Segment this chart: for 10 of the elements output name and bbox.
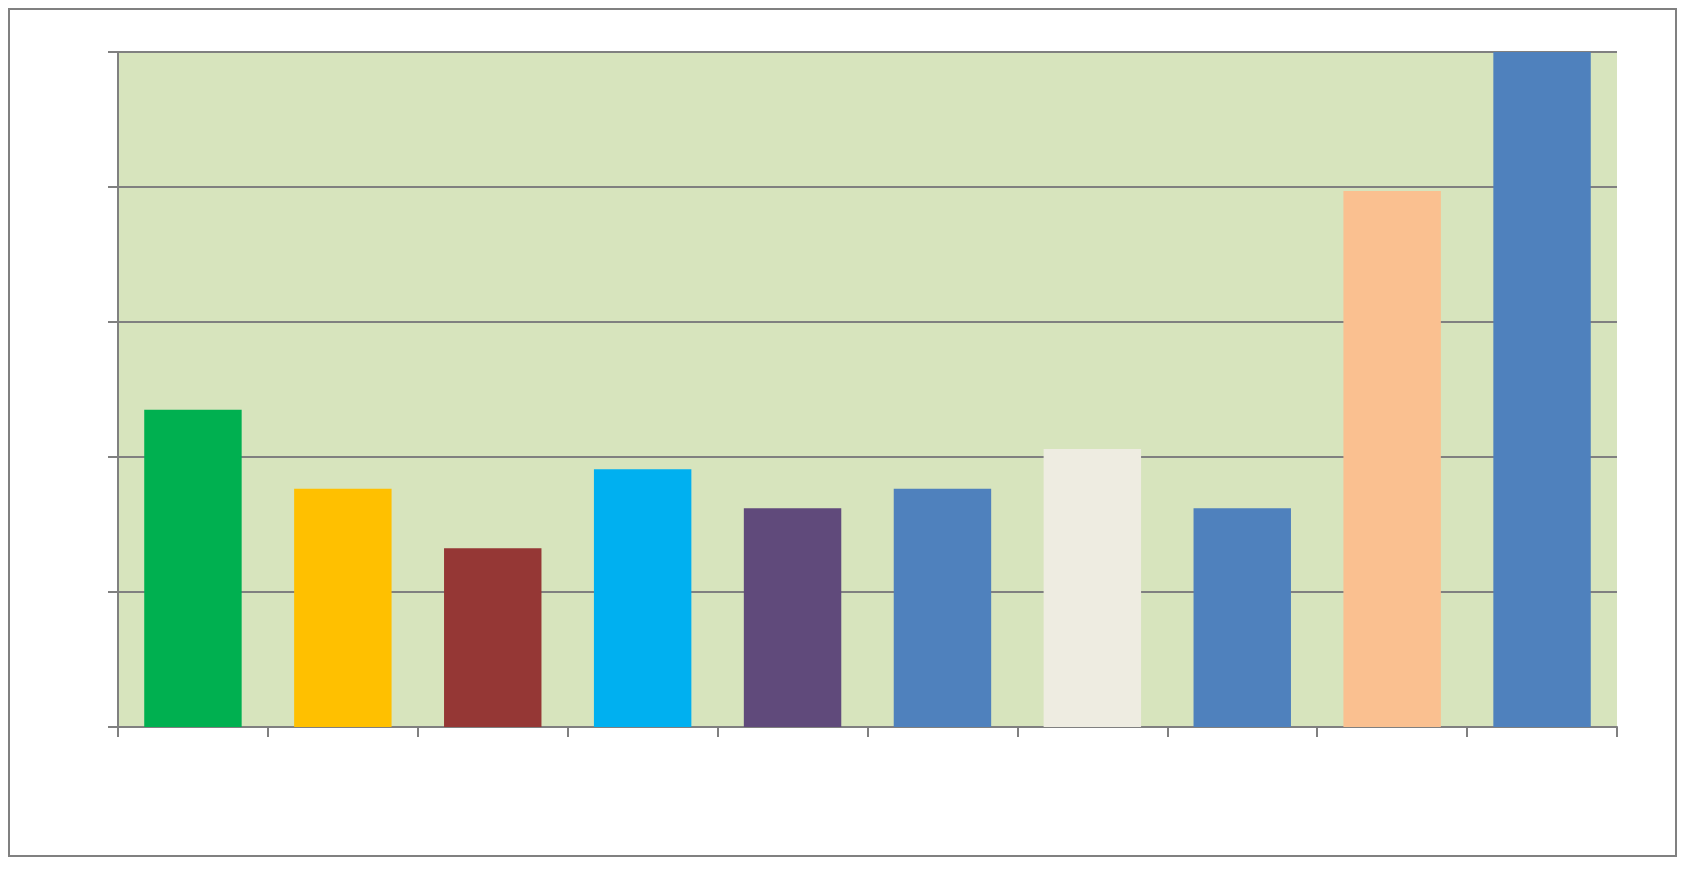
bar [1343, 191, 1441, 727]
bar [294, 488, 392, 727]
bar [893, 488, 992, 727]
bar [444, 548, 542, 727]
bar [144, 409, 242, 727]
bar [593, 469, 692, 727]
bar [1043, 448, 1142, 727]
bar [1493, 52, 1591, 727]
bar [743, 508, 842, 727]
bar [1193, 508, 1291, 727]
